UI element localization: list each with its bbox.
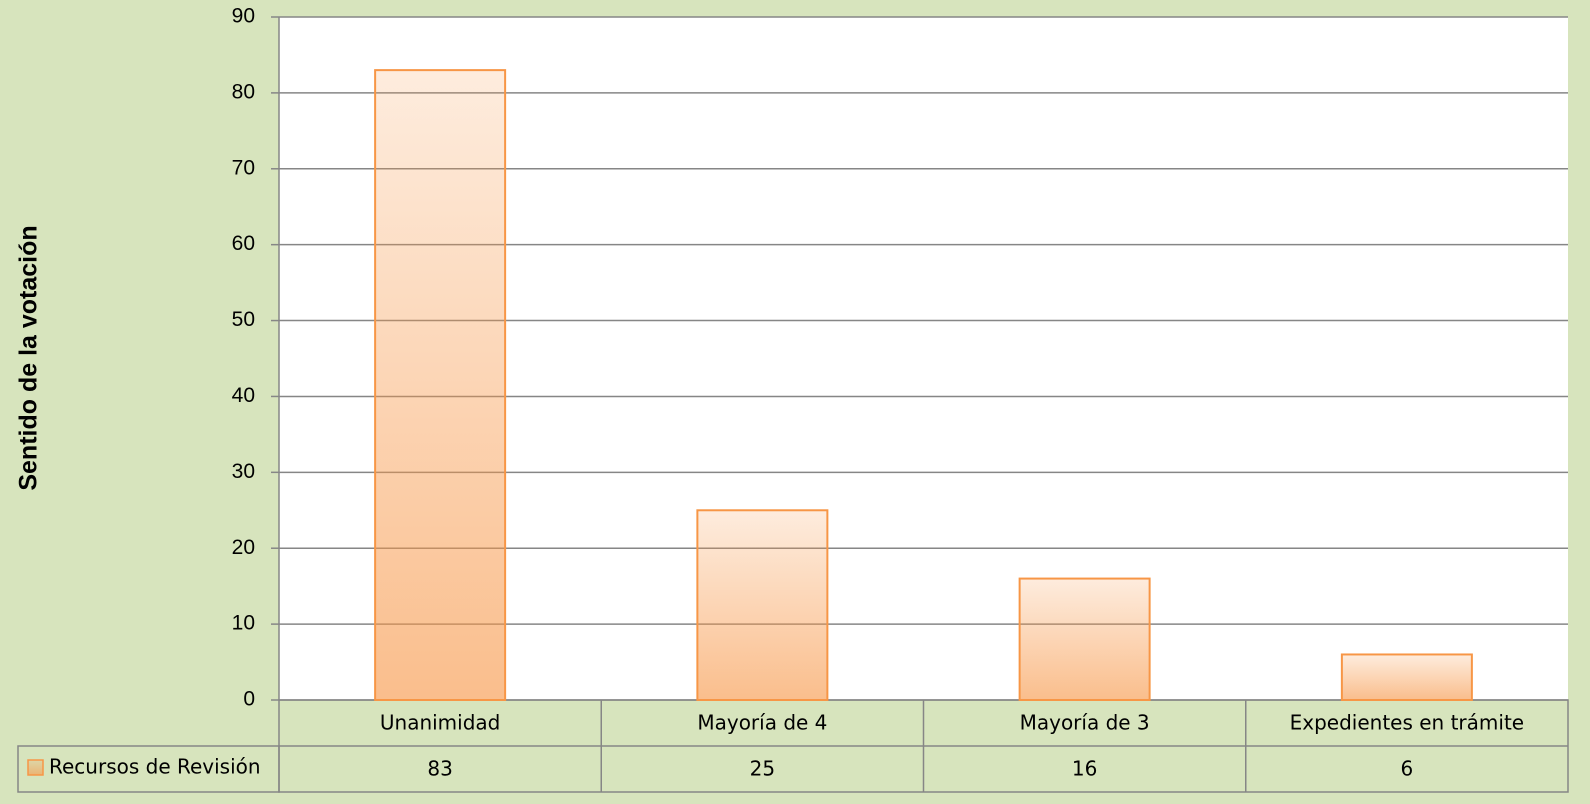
y-axis-title: Sentido de la votación bbox=[15, 225, 43, 490]
table-value: 16 bbox=[1072, 757, 1097, 781]
y-tick-label: 80 bbox=[232, 80, 255, 103]
y-tick-label: 30 bbox=[232, 460, 255, 483]
x-tick-label: Mayoría de 3 bbox=[1020, 711, 1150, 735]
y-tick-label: 10 bbox=[232, 612, 255, 635]
table-value: 6 bbox=[1401, 757, 1414, 781]
legend-label: Recursos de Revisión bbox=[49, 755, 261, 779]
y-tick-label: 50 bbox=[232, 308, 255, 331]
y-tick-label: 20 bbox=[232, 536, 255, 559]
table-value: 25 bbox=[750, 757, 775, 781]
table-value: 83 bbox=[427, 757, 452, 781]
x-tick-label: Expedientes en trámite bbox=[1290, 711, 1524, 735]
legend-cell bbox=[17, 745, 280, 793]
y-tick-label: 70 bbox=[232, 156, 255, 179]
bar bbox=[1018, 577, 1151, 701]
bar bbox=[374, 69, 507, 702]
bar bbox=[1340, 653, 1473, 702]
legend-swatch bbox=[27, 759, 44, 776]
y-tick-label: 60 bbox=[232, 232, 255, 255]
x-tick-label: Unanimidad bbox=[380, 711, 501, 735]
y-tick-label: 90 bbox=[232, 5, 255, 28]
x-tick-label: Mayoría de 4 bbox=[697, 711, 827, 735]
y-tick-label: 0 bbox=[243, 688, 255, 711]
bar bbox=[696, 509, 829, 701]
y-tick-label: 40 bbox=[232, 384, 255, 407]
